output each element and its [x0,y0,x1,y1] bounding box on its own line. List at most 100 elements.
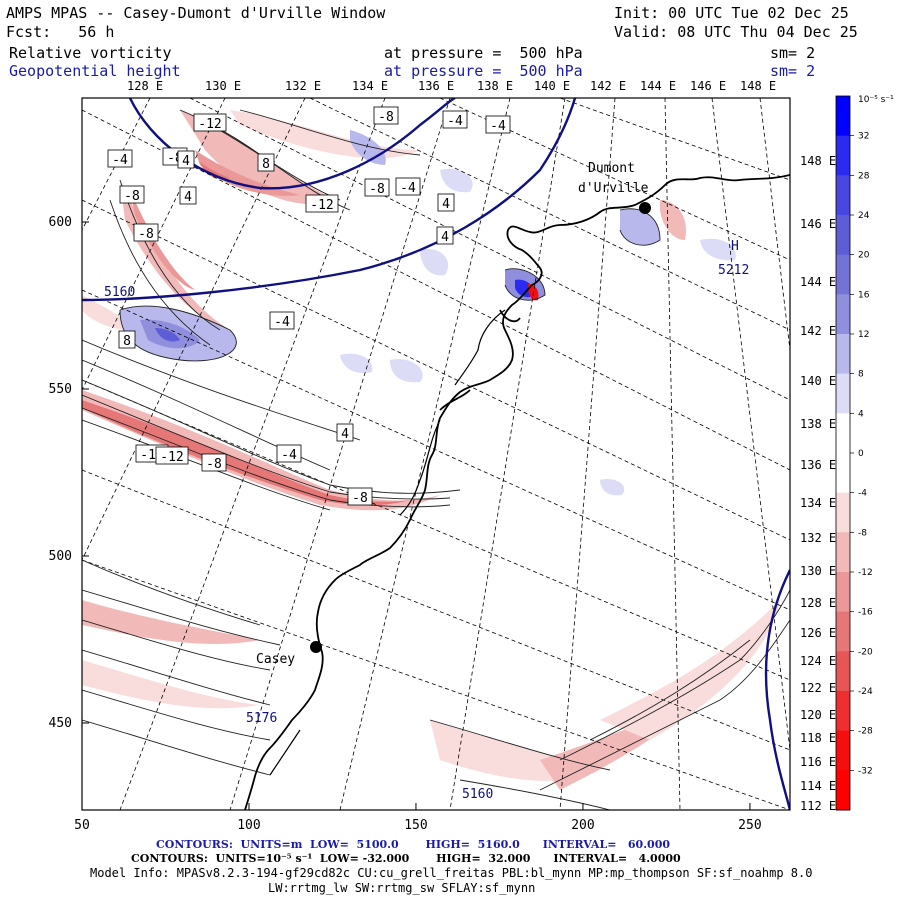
colorbar-swatch [836,294,850,335]
top-lon-label: 128 E [127,79,163,93]
vort-label: 4 [442,197,450,212]
colorbar-swatch [836,611,850,652]
colorbar-swatch [836,373,850,414]
y-tick-label: 600 [49,215,72,230]
model-physics-info: LW:rrtmg_lw SW:rrtmg_sw SFLAY:sf_mynn [268,881,536,895]
right-lon-label: 132 E [800,531,836,545]
vort-label-box [177,150,195,169]
colorbar-swatch [836,254,850,295]
vort-label: 4 [341,427,349,442]
right-lon-label: 122 E [800,681,836,695]
vort-label: -4 [447,114,463,129]
colorbar-tick-label: -16 [858,608,873,618]
height-contour-info: CONTOURS: UNITS=m LOW= 5100.0 HIGH= 5160… [156,838,670,851]
x-tick-label: 100 [237,818,260,833]
colorbar-tick-label: 16 [858,290,870,300]
vort-label-box [257,153,275,172]
vort-label-box [119,185,145,204]
model-info: Model Info: MPASv8.2.3-194-gf29cd82c CU:… [90,866,813,880]
height-label-5212: 5212 [718,263,749,278]
right-lon-label: 118 E [800,731,836,745]
top-longitude-labels: 128 E 130 E 132 E 134 E 136 E 138 E 140 E 142 E… [127,79,776,93]
vort-label-box [364,178,390,197]
y-tick-label: 500 [49,549,72,564]
right-lon-label: 142 E [800,324,836,338]
top-lon-label: 144 E [640,79,676,93]
colorbar-swatch [836,175,850,216]
vort-label: -4 [400,181,416,196]
top-lon-label: 136 E [418,79,454,93]
vort-label: -8 [124,189,140,204]
vorticity-contour-info: CONTOURS: UNITS=10⁻⁵ s⁻¹ LOW= -32.000 HI… [131,852,681,865]
colorbar-tick-label: -28 [858,727,873,737]
vort-label-box [485,115,511,134]
colorbar-swatch [836,572,850,613]
colorbar-swatch [836,413,850,454]
forecast-hour: Fcst: 56 h [6,23,115,41]
right-lon-label: 128 E [800,596,836,610]
colorbar-tick-label: -24 [858,687,873,697]
field1-smoothing: sm= 2 [770,44,816,62]
right-lon-label: 134 E [800,496,836,510]
top-lon-label: 140 E [534,79,570,93]
vort-label-box [107,149,133,168]
right-lon-label: 126 E [800,626,836,640]
right-lon-label: 140 E [800,374,836,388]
field2-name: Geopotential height [9,62,181,80]
vort-label: -12 [198,117,221,132]
vort-label-box [269,311,295,330]
vort-label: -8 [378,110,394,125]
y-axis: 600 550 500 450 [49,215,89,731]
right-lon-label: 112 E [800,799,836,813]
colorbar-tick-label: 0 [858,449,864,459]
vort-label-box [305,194,339,213]
height-label-5160-upper: 5160 [104,285,135,300]
vort-label: -8 [138,227,154,242]
x-axis: 50 100 150 200 250 [74,803,762,833]
colorbar-tick-label: 12 [858,330,869,340]
vort-label-box [179,186,197,205]
vort-label: 4 [441,230,449,245]
x-tick-label: 50 [74,818,90,833]
right-lon-label: 144 E [800,275,836,289]
dumont-label-line2: d'Urville [578,181,649,196]
colorbar-swatch [836,532,850,573]
colorbar-unit: 10⁻⁵ s⁻¹ [858,95,894,105]
colorbar-tick-label: -20 [858,647,873,657]
top-lon-label: 134 E [352,79,388,93]
x-tick-label: 150 [404,818,427,833]
top-lon-label: 146 E [690,79,726,93]
field2-smoothing: sm= 2 [770,62,816,80]
casey-station-marker [310,641,322,653]
valid-time: Valid: 08 UTC Thu 04 Dec 25 [614,23,858,41]
vort-label: -8 [206,457,222,472]
dumont-durville-station-marker [639,202,651,214]
casey-label: Casey [256,652,295,667]
right-lon-label: 148 E [800,154,836,168]
height-label-5160-lower: 5160 [462,787,493,802]
y-tick-label: 550 [49,382,72,397]
vort-label: -4 [281,448,297,463]
vort-label-box [437,193,455,212]
right-longitude-labels: 148 E 146 E 144 E 142 E 140 E 138 E 136 E 134 E… [800,154,836,813]
vort-label-box [193,113,227,132]
colorbar-swatch [836,96,850,137]
vort-label-box [133,223,159,242]
colorbar-tick-label: -32 [858,766,873,776]
vort-label-box [442,110,468,129]
right-lon-label: 138 E [800,417,836,431]
vort-label: 4 [184,190,192,205]
top-lon-label: 148 E [740,79,776,93]
top-lon-label: 138 E [477,79,513,93]
colorbar-swatch [836,215,850,256]
colorbar-tick-label: 24 [858,211,870,221]
field1-level: at pressure = 500 hPa [384,44,583,62]
colorbar: 32 28 24 20 16 12 8 4 0 -4 -8 -12 -16 -20 -24 -28 -32 [835,95,873,811]
vort-label-box [336,423,354,442]
vort-label: 8 [262,157,270,172]
colorbar-tick-label: 28 [858,171,870,181]
colorbar-swatch [836,334,850,375]
init-time: Init: 00 UTC Tue 02 Dec 25 [614,4,849,22]
high-pressure-label: H [731,239,739,254]
